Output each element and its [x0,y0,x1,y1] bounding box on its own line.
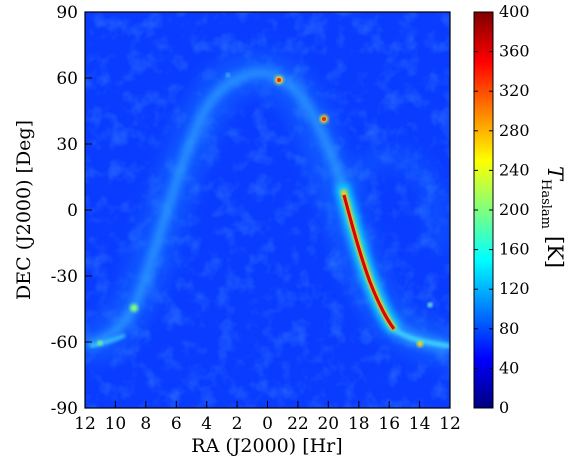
colorbar-tick-label: 160 [499,240,530,259]
colorbar-title-subscript: Haslam [538,179,553,229]
colorbar-tick-label: 0 [499,398,509,417]
colorbar-tick-label: 360 [499,42,530,61]
colorbar-tick-label: 280 [499,121,530,140]
x-tick-label: 12 [74,414,96,434]
colorbar-tick-label: 120 [499,279,530,298]
colorbar-title: T Haslam [K] [538,166,567,268]
colorbar-tick-label: 400 [499,2,530,21]
colorbar-title-unit: [K] [543,236,567,268]
y-tick-label: -60 [51,333,78,353]
colorbar-tick-label: 200 [499,200,530,219]
y-tick-label: -30 [51,267,78,287]
colorbar-title-symbol: T [543,166,567,182]
x-tick-label: 10 [105,414,127,434]
y-axis: 90 60 30 0 -30 -60 -90 [51,3,92,419]
x-tick-label: 2 [232,414,243,434]
x-tick-label: 18 [348,414,370,434]
x-axis: 12 10 8 6 4 2 0 22 20 18 16 14 12 [74,401,461,434]
x-tick-label: 16 [378,414,400,434]
colorbar: 400 360 320 280 240 200 160 120 80 40 0 … [473,2,567,417]
y-axis-title: DEC (J2000) [Deg] [13,120,35,300]
y-tick-label: 30 [56,135,78,155]
x-tick-label: 8 [140,414,151,434]
x-tick-label: 22 [287,414,309,434]
heatmap-image [85,12,450,408]
colorbar-tick-label: 80 [499,319,519,338]
x-tick-label: 12 [439,414,461,434]
colorbar-tick-label: 40 [499,358,519,377]
y-tick-label: -90 [51,399,78,419]
x-tick-label: 4 [201,414,212,434]
x-tick-label: 6 [171,414,182,434]
colorbar-tick-label: 320 [499,81,530,100]
y-tick-label: 60 [56,69,78,89]
x-tick-label: 0 [262,414,273,434]
x-tick-label: 14 [409,414,431,434]
y-tick-label: 0 [67,201,78,221]
x-axis-title: RA (J2000) [Hr] [191,435,342,457]
x-tick-label: 20 [317,414,339,434]
colorbar-tick-label: 240 [499,160,530,179]
y-tick-label: 90 [56,3,78,23]
